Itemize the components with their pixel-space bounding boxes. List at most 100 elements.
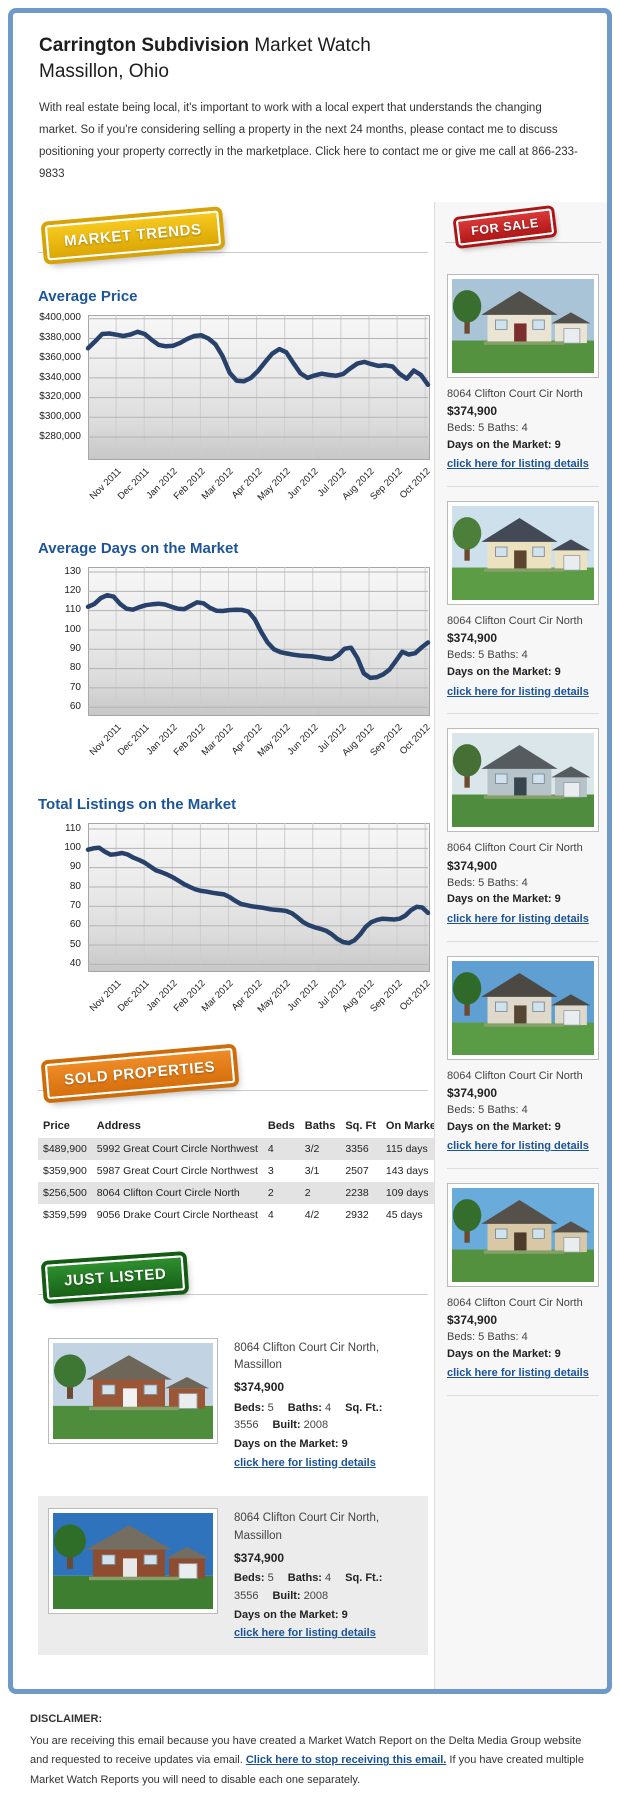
listing-beds-baths: Beds: 5 Baths: 4 xyxy=(447,876,528,889)
y-axis-label: 50 xyxy=(69,938,81,950)
table-cell: 143 days xyxy=(385,1164,429,1177)
y-axis-label: $400,000 xyxy=(39,312,81,324)
newsletter-frame: Carrington Subdivision Market Watch Mass… xyxy=(8,8,612,1694)
table-cell: 5992 Great Court Circle Northwest xyxy=(96,1142,258,1155)
for-sale-listing: 8064 Clifton Court Cir North $374,900 Be… xyxy=(447,728,599,942)
listing-details-link[interactable]: click here for listing details xyxy=(234,1456,376,1469)
listing-photo[interactable] xyxy=(48,1337,218,1444)
y-axis-label: 100 xyxy=(64,841,81,853)
table-row: $359,900 5987 Great Court Circle Northwes… xyxy=(38,1160,509,1182)
divider xyxy=(445,241,601,243)
listing-beds-baths: Beds: 5 Baths: 4 xyxy=(447,1104,528,1116)
listing-price: $374,900 xyxy=(234,1380,285,1395)
x-axis-label: Nov 2011 xyxy=(87,721,124,758)
page-title: Carrington Subdivision Market Watch xyxy=(39,33,581,59)
listing-days-on-market: Days on the Market: 9 xyxy=(234,1437,348,1450)
listing-spec: Built: 2008 xyxy=(272,1418,329,1431)
listing-spec: Beds: 5 xyxy=(234,1401,274,1414)
table-cell: 9056 Drake Court Circle Northeast xyxy=(96,1208,258,1221)
listing-photo[interactable] xyxy=(447,728,599,833)
listing-address: 8064 Clifton Court Cir North xyxy=(447,842,583,855)
x-axis-label: Nov 2011 xyxy=(87,977,124,1014)
sidebar: FOR SALE 8064 Clifton Court Cir North $3… xyxy=(434,201,607,1689)
table-cell: 3/2 xyxy=(304,1142,320,1155)
table-cell: 115 days xyxy=(385,1142,428,1155)
y-axis-label: 60 xyxy=(69,700,81,712)
for-sale-listing: 8064 Clifton Court Cir North $374,900 Be… xyxy=(447,1182,599,1397)
unsubscribe-link[interactable]: Click here to stop receiving this email. xyxy=(245,1754,447,1767)
just-listed-list: 8064 Clifton Court Cir North, Massillon … xyxy=(38,1326,428,1655)
data-series-line xyxy=(85,845,431,946)
listing-specs: Beds: 5 Baths: 4 Sq. Ft.: 3556 Built: 2008 xyxy=(234,1400,418,1434)
listing-photo[interactable] xyxy=(48,1508,218,1615)
intro-paragraph: With real estate being local, it's impor… xyxy=(39,102,578,180)
table-row: $489,900 5992 Great Court Circle Northwes… xyxy=(38,1137,509,1160)
disclaimer-label: DISCLAIMER: xyxy=(30,1712,103,1725)
listing-spec: Built: 2008 xyxy=(272,1589,329,1602)
listing-beds-baths: Beds: 5 Baths: 4 xyxy=(447,422,528,435)
column-header: Baths xyxy=(304,1119,336,1132)
listing-price: $374,900 xyxy=(447,858,498,873)
table-cell: 2932 xyxy=(345,1208,369,1221)
table-cell: 4/2 xyxy=(304,1208,320,1221)
for-sale-header: FOR SALE xyxy=(445,207,601,260)
listing-days-on-market: Days on the Market: 9 xyxy=(234,1608,348,1621)
for-sale-listing: 8064 Clifton Court Cir North $374,900 Be… xyxy=(447,955,599,1169)
listing-details-link[interactable]: click here for listing details xyxy=(447,912,589,925)
listing-address: 8064 Clifton Court Cir North xyxy=(447,1069,583,1082)
listing-text: 8064 Clifton Court Cir North, Massillon … xyxy=(234,1508,418,1643)
listing-details-link[interactable]: click here for listing details xyxy=(234,1627,376,1640)
y-axis-label: 40 xyxy=(69,958,81,970)
listing-address: 8064 Clifton Court Cir North xyxy=(447,387,583,400)
chart-title-average-price: Average Price xyxy=(38,287,138,305)
listing-spec: Beds: 5 xyxy=(234,1572,274,1585)
listing-price: $374,900 xyxy=(447,404,498,419)
column-header: On Market xyxy=(385,1119,440,1132)
divider xyxy=(38,251,428,253)
for-sale-listing: 8064 Clifton Court Cir North $374,900 Be… xyxy=(447,273,599,487)
table-cell: $489,900 xyxy=(43,1142,87,1155)
listing-photo[interactable] xyxy=(447,955,599,1060)
listing-specs: Beds: 5 Baths: 4 Sq. Ft.: 3556 Built: 2008 xyxy=(234,1570,418,1604)
y-axis-label: 110 xyxy=(65,604,81,616)
listing-photo[interactable] xyxy=(447,500,599,605)
table-cell: 45 days xyxy=(385,1208,423,1221)
content-columns: MARKET TRENDS Average Price Nov 2011 Dec … xyxy=(13,201,607,1689)
listing-photo[interactable] xyxy=(447,273,599,378)
divider xyxy=(38,1293,428,1295)
listing-price: $374,900 xyxy=(447,1086,498,1100)
listing-days-on-market: Days on the Market: 9 xyxy=(447,893,561,906)
table-cell: 2507 xyxy=(345,1164,369,1177)
x-axis-label: Nov 2011 xyxy=(87,465,124,502)
city-state: Massillon, Ohio xyxy=(39,60,169,82)
column-header: Beds xyxy=(267,1119,295,1132)
y-axis-label: 110 xyxy=(65,822,81,834)
average-price-chart: Nov 2011 Dec 2011 Jan 2012 Feb 2012 Mar 2012… xyxy=(38,312,433,516)
table-cell: 8064 Clifton Court Circle North xyxy=(96,1186,240,1199)
y-axis-label: 100 xyxy=(64,623,81,635)
listing-details-link[interactable]: click here for listing details xyxy=(447,1367,589,1380)
table-row: $256,500 8064 Clifton Court Circle North 2… xyxy=(38,1181,509,1204)
header: Carrington Subdivision Market Watch Mass… xyxy=(13,13,607,202)
for-sale-badge: FOR SALE xyxy=(455,207,555,246)
listing-photo[interactable] xyxy=(447,1182,599,1287)
listing-details-link[interactable]: click here for listing details xyxy=(447,458,589,471)
listing-details-link[interactable]: click here for listing details xyxy=(447,685,589,698)
plot-area xyxy=(88,822,430,972)
just-listed-item: 8064 Clifton Court Cir North, Massillon … xyxy=(38,1496,428,1655)
y-axis-label: $380,000 xyxy=(39,332,81,344)
column-header: Address xyxy=(96,1119,141,1132)
column-header: Sq. Ft xyxy=(345,1119,376,1132)
listing-details-link[interactable]: click here for listing details xyxy=(447,1140,589,1153)
listing-days-on-market: Days on the Market: 9 xyxy=(447,438,561,451)
y-axis-label: 80 xyxy=(69,662,81,674)
table-cell: 2238 xyxy=(345,1186,369,1199)
total-listings-chart: Nov 2011 Dec 2011 Jan 2012 Feb 2012 Mar 2012… xyxy=(38,822,433,1028)
table-cell: 5987 Great Court Circle Northwest xyxy=(96,1164,258,1177)
sold-properties-header: SOLD PROPERTIES xyxy=(38,1047,428,1110)
table-cell: 3 xyxy=(267,1164,274,1177)
listing-spec: Baths: 4 xyxy=(287,1401,332,1414)
y-axis-label: 80 xyxy=(69,880,81,892)
for-sale-listing: 8064 Clifton Court Cir North $374,900 Be… xyxy=(447,500,599,715)
listing-price: $374,900 xyxy=(447,1313,498,1328)
